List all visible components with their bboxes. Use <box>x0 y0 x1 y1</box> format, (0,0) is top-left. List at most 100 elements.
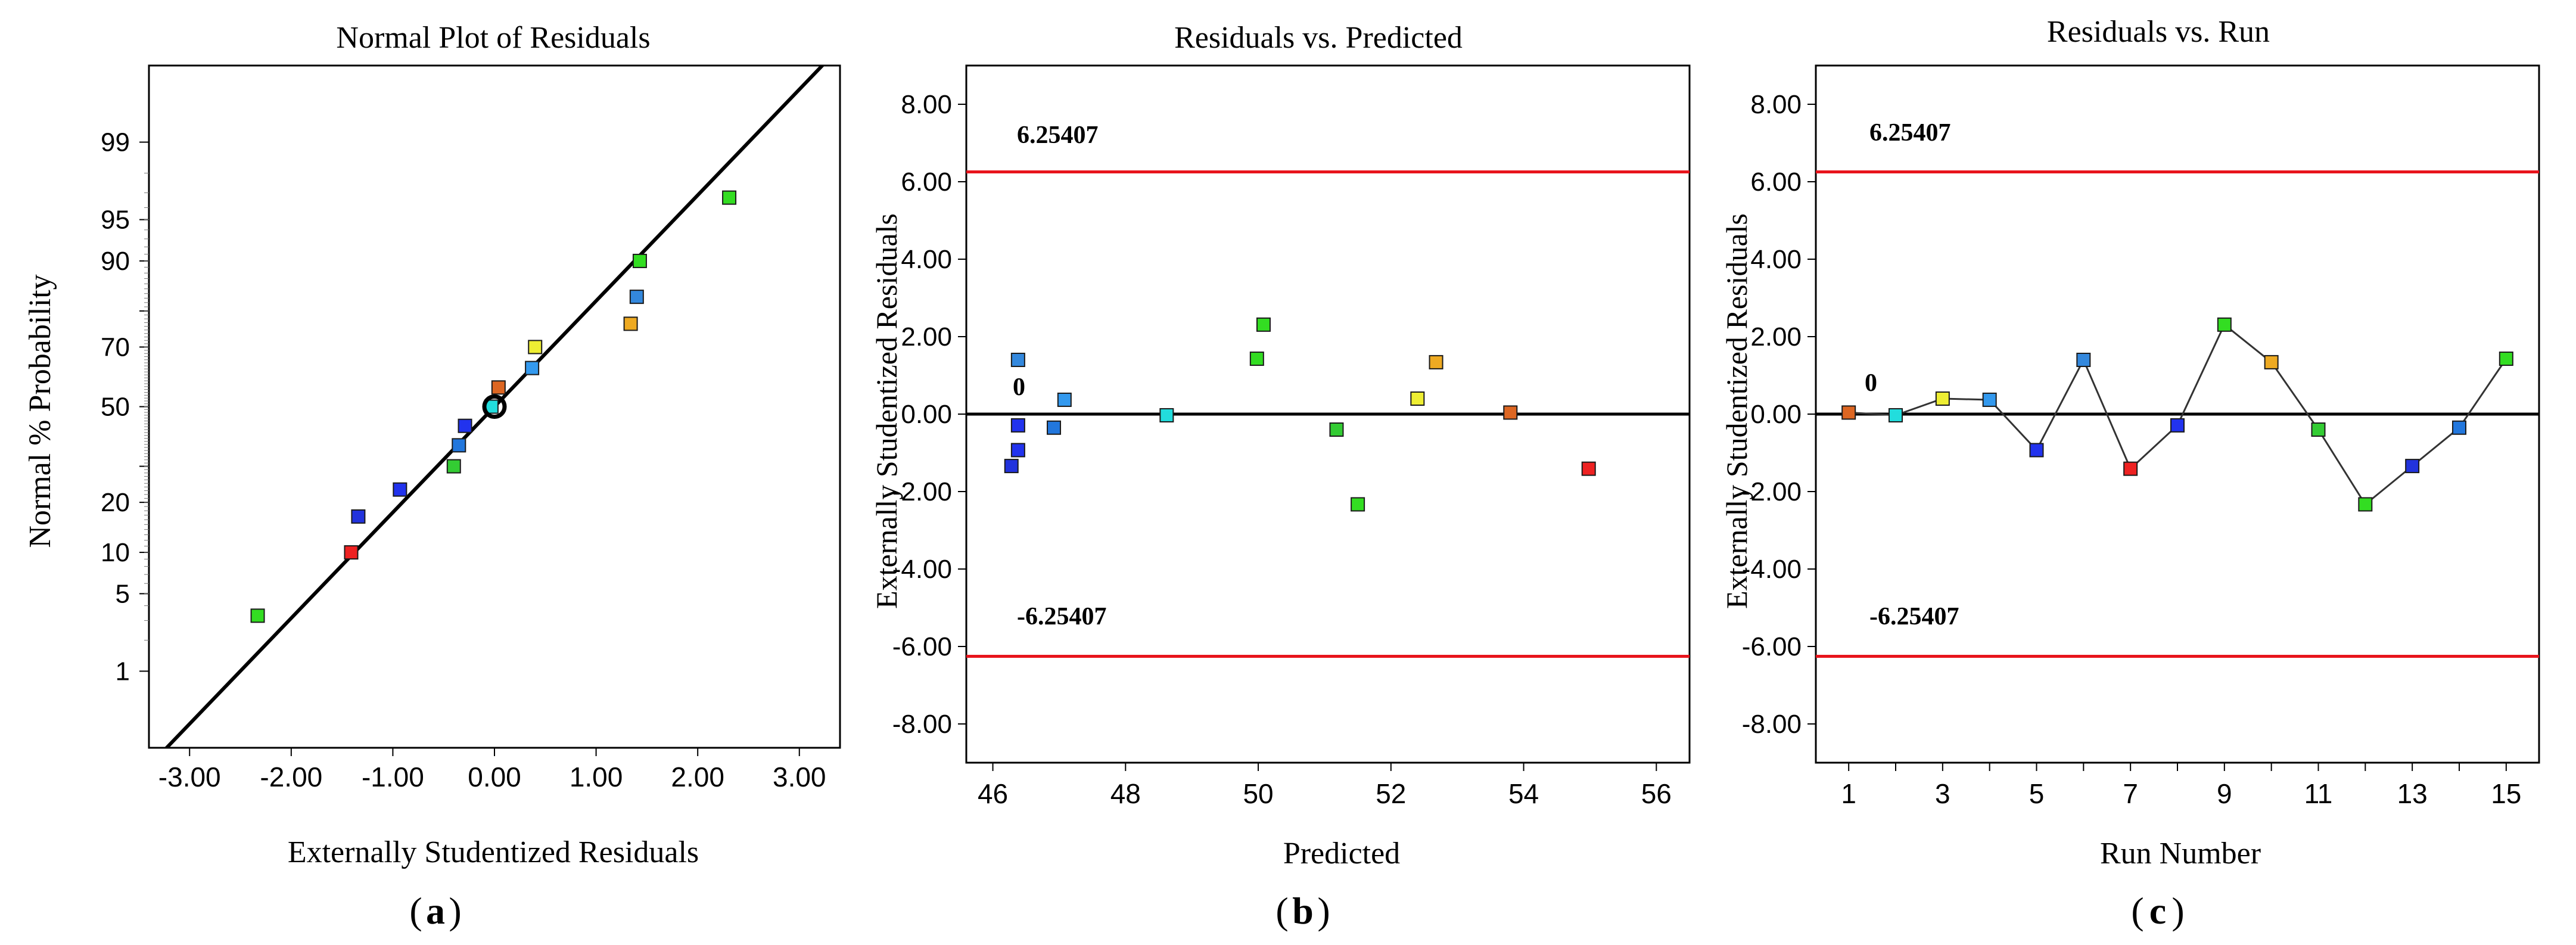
panel-c-upper-limit-label: 6.25407 <box>1869 119 1951 147</box>
panel-b-y-tick-label: -2.00 <box>892 477 952 506</box>
panel-b-point <box>1159 408 1174 422</box>
panel-b-x-tick-label: 48 <box>1110 778 1141 809</box>
panel-a-point <box>528 340 543 355</box>
panel-b-plot: -8.00 -6.00 -4.00 -2.00 0.00 2.00 4.00 6.00 8.00… <box>892 64 1691 809</box>
panel-a-x-tick-label: -1.00 <box>362 761 424 792</box>
panel-a-x-tick-label: 0.00 <box>468 761 521 792</box>
panel-c-x-tick-label: 5 <box>2029 778 2045 809</box>
panel-b-point <box>1503 405 1518 420</box>
panel-a-point <box>393 482 407 497</box>
panel-b-point <box>1057 392 1072 407</box>
panel-a-y-tick-label: 70 <box>101 332 130 362</box>
panel-b-point <box>1010 443 1025 458</box>
panel-a-y-tick-label: 5 <box>116 579 130 608</box>
panel-c-point <box>2217 317 2232 332</box>
panel-b-point <box>1581 461 1596 476</box>
panel-c-point <box>2123 461 2138 476</box>
panel-c-caption-letter: c <box>2149 890 2166 932</box>
panel-c-y-tick-label: 0.00 <box>1750 400 1802 429</box>
panel-b-caption-letter: b <box>1292 890 1314 932</box>
panel-a-point <box>250 608 265 623</box>
svg-text:(: ( <box>409 890 422 932</box>
panel-b-x-tick-label: 54 <box>1508 778 1539 809</box>
panel-a-caption: ( a ) <box>409 890 461 932</box>
panel-a-plot: -3.00 -2.00 -1.00 0.00 1.00 2.00 3.00 1 5 10 20 50 7… <box>101 64 841 792</box>
panel-c-x-tick-label: 13 <box>2397 778 2428 809</box>
panel-c-point <box>2499 352 2513 366</box>
panel-a-ylabel: Normal % Probability <box>23 274 57 548</box>
panel-c-y-tick-label: 8.00 <box>1750 90 1802 119</box>
svg-text:): ) <box>449 890 461 932</box>
panel-c-caption: ( c ) <box>2131 890 2184 932</box>
panel-a-point <box>722 190 737 205</box>
panel-c-point <box>2311 422 2326 437</box>
panel-b-point <box>1010 353 1025 367</box>
panel-c-point <box>2358 497 2373 512</box>
panel-b-point <box>1329 422 1344 437</box>
panel-b-title: Residuals vs. Predicted <box>1174 21 1463 55</box>
panel-a-y-tick-label: 10 <box>101 538 130 567</box>
panel-c-point <box>1982 392 1997 407</box>
panel-a-y-tick-label: 90 <box>101 247 130 276</box>
panel-a-y-tick-label: 99 <box>101 128 130 157</box>
panel-a-point <box>458 418 472 433</box>
panel-a-x-tick-label: 1.00 <box>570 761 623 792</box>
panel-b-point <box>1429 355 1443 369</box>
panel-b-point <box>1010 418 1025 433</box>
panel-b-x-tick-label: 56 <box>1641 778 1672 809</box>
panel-b-point <box>1351 497 1365 512</box>
panel-c-x-tick-label: 7 <box>2123 778 2138 809</box>
panel-b-y-tick-label: -6.00 <box>892 632 952 661</box>
panel-a-point <box>491 380 506 395</box>
panel-b-lower-limit-label: -6.25407 <box>1017 603 1107 630</box>
panel-c-zero-label: 0 <box>1865 369 1877 397</box>
panel-c-xlabel: Run Number <box>2100 837 2261 871</box>
panel-b-xlabel: Predicted <box>1283 837 1400 871</box>
panel-c-x-tick-label: 9 <box>2217 778 2232 809</box>
panel-b-x-tick-label: 46 <box>978 778 1008 809</box>
panel-c-ylabel: Externally Studentized Residuals <box>1720 213 1753 609</box>
panel-a-center-marker <box>482 394 507 419</box>
panel-b-y-tick-label: 4.00 <box>901 245 952 274</box>
panel-b-zero-label: 0 <box>1013 374 1025 401</box>
panel-c-y-tick-label: -8.00 <box>1742 710 1802 739</box>
panel-b-point <box>1410 391 1425 406</box>
panel-c-x-tick-label: 11 <box>2304 778 2333 809</box>
panel-b-y-tick-label: 8.00 <box>901 90 952 119</box>
panel-b-caption: ( b ) <box>1275 890 1330 932</box>
panel-c-point <box>2170 418 2185 433</box>
panel-b-point <box>1047 420 1062 435</box>
panel-c-point <box>2264 355 2279 369</box>
panel-c-plot: -8.00 -6.00 -4.00 -2.00 0.00 2.00 4.00 6.00 8.00… <box>1742 64 2540 809</box>
panel-a-point <box>344 545 359 560</box>
panel-a-point <box>623 316 638 331</box>
panel-c-lower-limit-label: -6.25407 <box>1869 603 1959 630</box>
panel-a-x-tick-label: -3.00 <box>158 761 221 792</box>
panel-c-y-tick-label: 2.00 <box>1750 322 1802 352</box>
panel-a-y-tick-label: 1 <box>116 657 130 686</box>
panel-b-y-tick-label: 0.00 <box>901 400 952 429</box>
panel-c-point <box>1889 408 1903 422</box>
panel-c-point <box>2451 420 2466 435</box>
panel-a-x-tick-label: -2.00 <box>260 761 322 792</box>
panel-b-point <box>1256 317 1271 332</box>
panel-b-point <box>1249 352 1264 366</box>
panel-c-y-tick-label: -2.00 <box>1742 477 1802 506</box>
panel-a-y-tick-label: 20 <box>101 488 130 517</box>
panel-c-y-tick-label: 4.00 <box>1750 245 1802 274</box>
panel-a-point <box>351 509 366 524</box>
panel-a-point <box>446 459 461 474</box>
svg-text:(: ( <box>1275 890 1288 932</box>
panel-a-point <box>632 253 647 268</box>
panel-b-upper-limit-label: 6.25407 <box>1017 122 1099 149</box>
panel-a-caption-letter: a <box>426 890 445 932</box>
panel-a-point <box>629 290 644 304</box>
panel-a-x-tick-label: 3.00 <box>773 761 826 792</box>
panel-c-x-tick-label: 15 <box>2491 778 2521 809</box>
panel-a-point <box>452 438 466 453</box>
panel-b-ylabel: Externally Studentized Residuals <box>870 213 903 609</box>
panel-b-y-tick-label: 6.00 <box>901 167 952 197</box>
panel-c-point <box>2029 443 2044 458</box>
panel-b-x-tick-label: 52 <box>1376 778 1406 809</box>
